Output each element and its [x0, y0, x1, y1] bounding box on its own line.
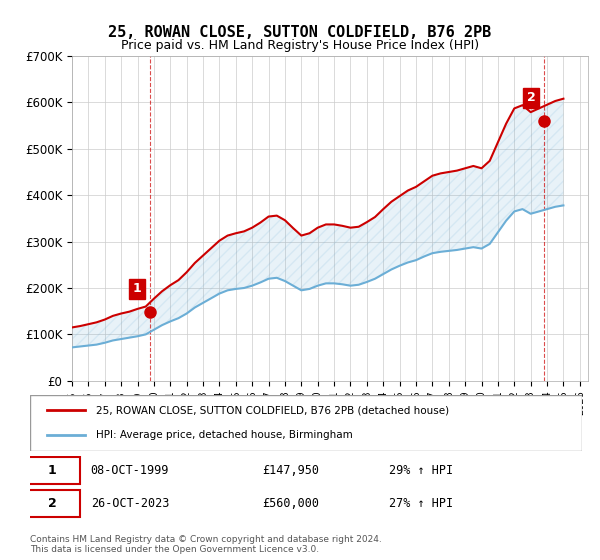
FancyBboxPatch shape — [25, 457, 80, 484]
Text: 2: 2 — [527, 91, 535, 104]
Text: Price paid vs. HM Land Registry's House Price Index (HPI): Price paid vs. HM Land Registry's House … — [121, 39, 479, 52]
Text: 25, ROWAN CLOSE, SUTTON COLDFIELD, B76 2PB (detached house): 25, ROWAN CLOSE, SUTTON COLDFIELD, B76 2… — [96, 405, 449, 416]
Text: 26-OCT-2023: 26-OCT-2023 — [91, 497, 169, 510]
Text: 2: 2 — [48, 497, 56, 510]
Text: HPI: Average price, detached house, Birmingham: HPI: Average price, detached house, Birm… — [96, 430, 353, 440]
Text: 25, ROWAN CLOSE, SUTTON COLDFIELD, B76 2PB: 25, ROWAN CLOSE, SUTTON COLDFIELD, B76 2… — [109, 25, 491, 40]
Text: 27% ↑ HPI: 27% ↑ HPI — [389, 497, 453, 510]
Text: £147,950: £147,950 — [262, 464, 319, 477]
Text: £560,000: £560,000 — [262, 497, 319, 510]
FancyBboxPatch shape — [30, 395, 582, 451]
FancyBboxPatch shape — [25, 490, 80, 517]
Text: 08-OCT-1999: 08-OCT-1999 — [91, 464, 169, 477]
Text: Contains HM Land Registry data © Crown copyright and database right 2024.
This d: Contains HM Land Registry data © Crown c… — [30, 535, 382, 554]
Text: 1: 1 — [133, 282, 142, 296]
Text: 1: 1 — [48, 464, 56, 477]
Text: 29% ↑ HPI: 29% ↑ HPI — [389, 464, 453, 477]
